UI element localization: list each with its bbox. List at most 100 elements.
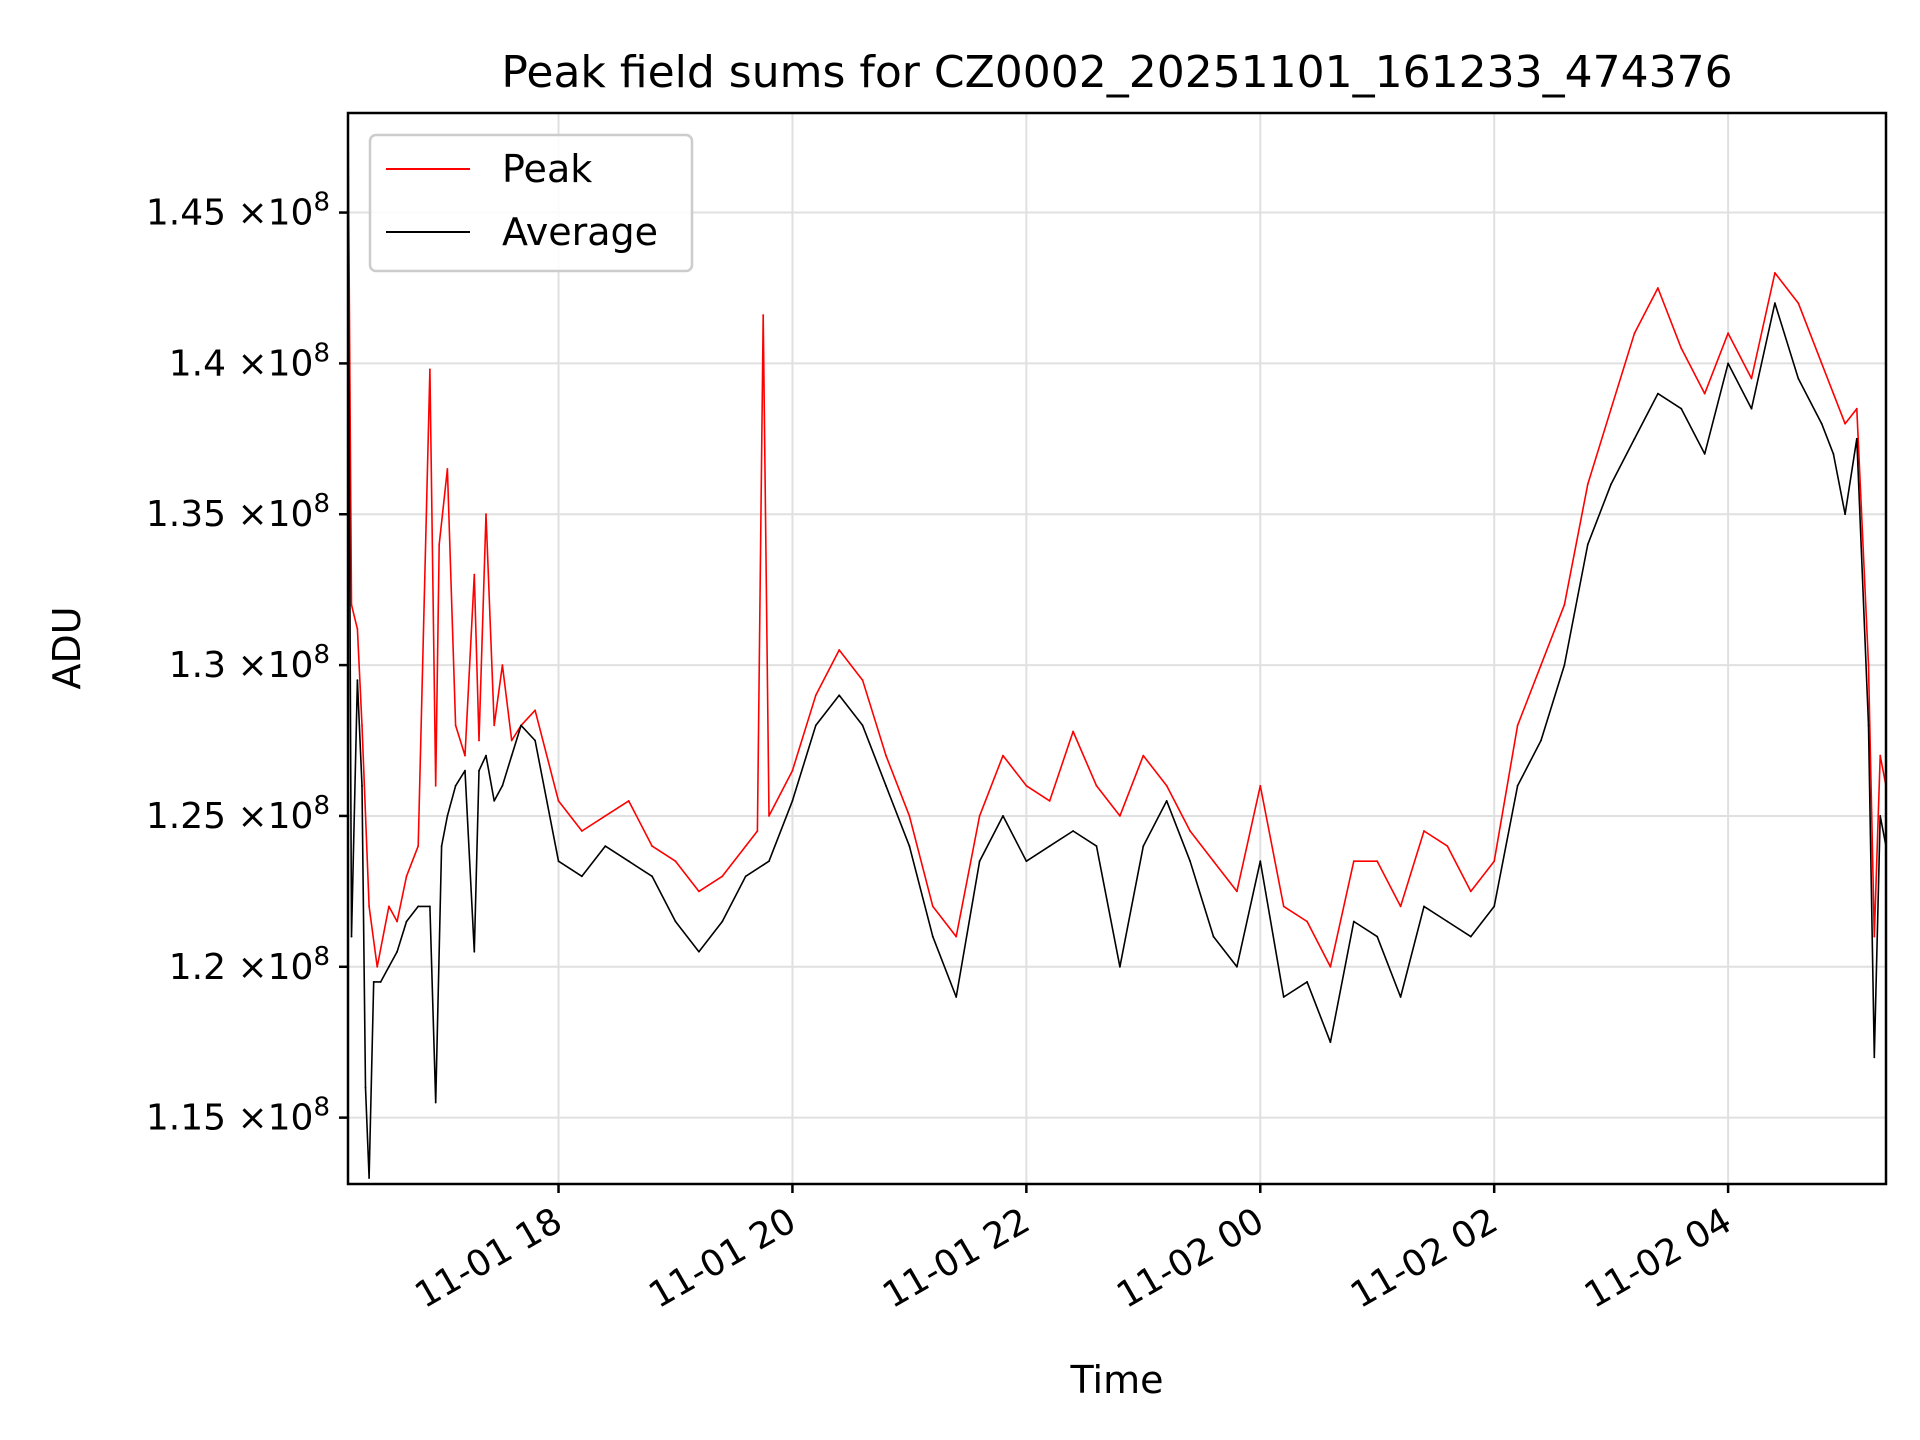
series-point-average <box>1657 392 1659 395</box>
series-point-average <box>1048 845 1051 847</box>
series-point-peak <box>356 628 359 630</box>
series-point-average <box>1002 815 1004 817</box>
series-point-average <box>791 800 794 802</box>
series-point-peak <box>438 543 441 546</box>
series-point-peak <box>1540 664 1542 666</box>
series-point-peak <box>791 769 794 772</box>
series-point-average <box>1844 513 1846 516</box>
series-point-peak <box>417 845 420 847</box>
series-point-average <box>417 905 420 908</box>
series-point-average <box>446 815 449 817</box>
series-point-average <box>405 920 408 923</box>
series-point-peak <box>1586 483 1589 485</box>
y-tick-label: 1.35 ×108 <box>146 489 330 535</box>
chart-title: Peak field sums for CZ0002_20251101_1612… <box>501 47 1732 98</box>
legend-label-average: Average <box>502 210 658 254</box>
series-point-peak <box>814 694 817 697</box>
series-point-average <box>1516 784 1519 787</box>
series-point-average <box>721 920 724 923</box>
series-point-average <box>627 860 630 863</box>
series-point-peak <box>1306 920 1308 923</box>
series-point-peak <box>1376 860 1379 863</box>
series-point-peak <box>1879 754 1882 757</box>
series-point-average <box>674 920 677 923</box>
series-point-peak <box>1142 754 1145 757</box>
series-point-average <box>473 950 476 953</box>
series-point-peak <box>405 875 408 878</box>
series-point-average <box>429 905 431 908</box>
series-point-average <box>1563 664 1566 666</box>
series-point-average <box>440 845 443 847</box>
series-point-peak <box>454 724 457 727</box>
series-point-average <box>1072 830 1074 832</box>
series-point-average <box>1633 437 1636 440</box>
series-point-peak <box>1657 287 1659 289</box>
series-point-peak <box>1446 845 1449 847</box>
series-lines <box>347 112 1887 1179</box>
series-point-average <box>744 875 747 878</box>
series-point-average <box>1867 724 1870 727</box>
series-point-peak <box>885 754 887 757</box>
series-point-average <box>350 935 353 938</box>
series-point-average <box>534 739 536 742</box>
series-point-peak <box>478 739 480 742</box>
series-point-peak <box>627 800 630 802</box>
series-point-peak <box>1493 860 1496 863</box>
series-point-average <box>1855 437 1858 440</box>
series-point-average <box>1727 362 1729 365</box>
series-point-peak <box>485 513 487 516</box>
series-point-peak <box>955 935 958 938</box>
series-point-average <box>485 754 487 757</box>
series-point-peak <box>557 800 560 802</box>
y-tick-label: 1.4 ×108 <box>169 338 330 384</box>
series-point-average <box>454 784 457 787</box>
legend: Peak Average <box>368 133 694 273</box>
series-point-peak <box>861 679 864 682</box>
series-point-average <box>1493 905 1496 908</box>
series-point-average <box>1282 996 1285 998</box>
series-point-average <box>434 1101 437 1104</box>
series-point-peak <box>698 890 700 893</box>
series-point-average <box>1446 920 1449 923</box>
series-point-peak <box>510 739 513 742</box>
series-line-average <box>347 182 1887 1179</box>
series-point-average <box>388 965 390 968</box>
series-point-average <box>520 724 522 727</box>
series-point-average <box>908 845 911 847</box>
series-point-peak <box>1610 407 1612 410</box>
series-point-average <box>1212 935 1215 938</box>
series-point-peak <box>1469 890 1472 893</box>
series-point-peak <box>396 920 398 923</box>
series-point-average <box>814 724 817 727</box>
y-axis-label: ADU <box>45 606 89 689</box>
y-tick-label: 1.45 ×108 <box>146 188 330 234</box>
series-point-average <box>1873 1056 1876 1059</box>
series-point-average <box>1399 996 1402 998</box>
series-point-average <box>1750 407 1753 410</box>
series-point-average <box>1189 860 1191 863</box>
series-point-peak <box>768 815 770 817</box>
series-point-average <box>493 800 496 802</box>
series-point-average <box>1352 920 1355 923</box>
y-tick-label: 1.25 ×108 <box>146 791 330 837</box>
series-point-average <box>1165 800 1168 802</box>
series-point-average <box>1025 860 1028 863</box>
series-point-peak <box>1048 800 1051 802</box>
series-point-average <box>604 845 607 847</box>
series-point-average <box>1142 845 1145 847</box>
series-point-peak <box>1095 784 1098 787</box>
series-point-average <box>557 860 560 863</box>
series-point-average <box>955 996 958 998</box>
series-point-average <box>1095 845 1098 847</box>
series-point-peak <box>1844 422 1846 425</box>
series-point-peak <box>534 709 536 712</box>
series-point-average <box>1329 1041 1332 1044</box>
series-point-peak <box>1236 890 1238 893</box>
series-point-peak <box>1563 603 1566 606</box>
series-point-average <box>1423 905 1425 908</box>
series-point-average <box>931 935 934 938</box>
series-point-peak <box>1867 664 1870 666</box>
series-point-average <box>1469 935 1472 938</box>
